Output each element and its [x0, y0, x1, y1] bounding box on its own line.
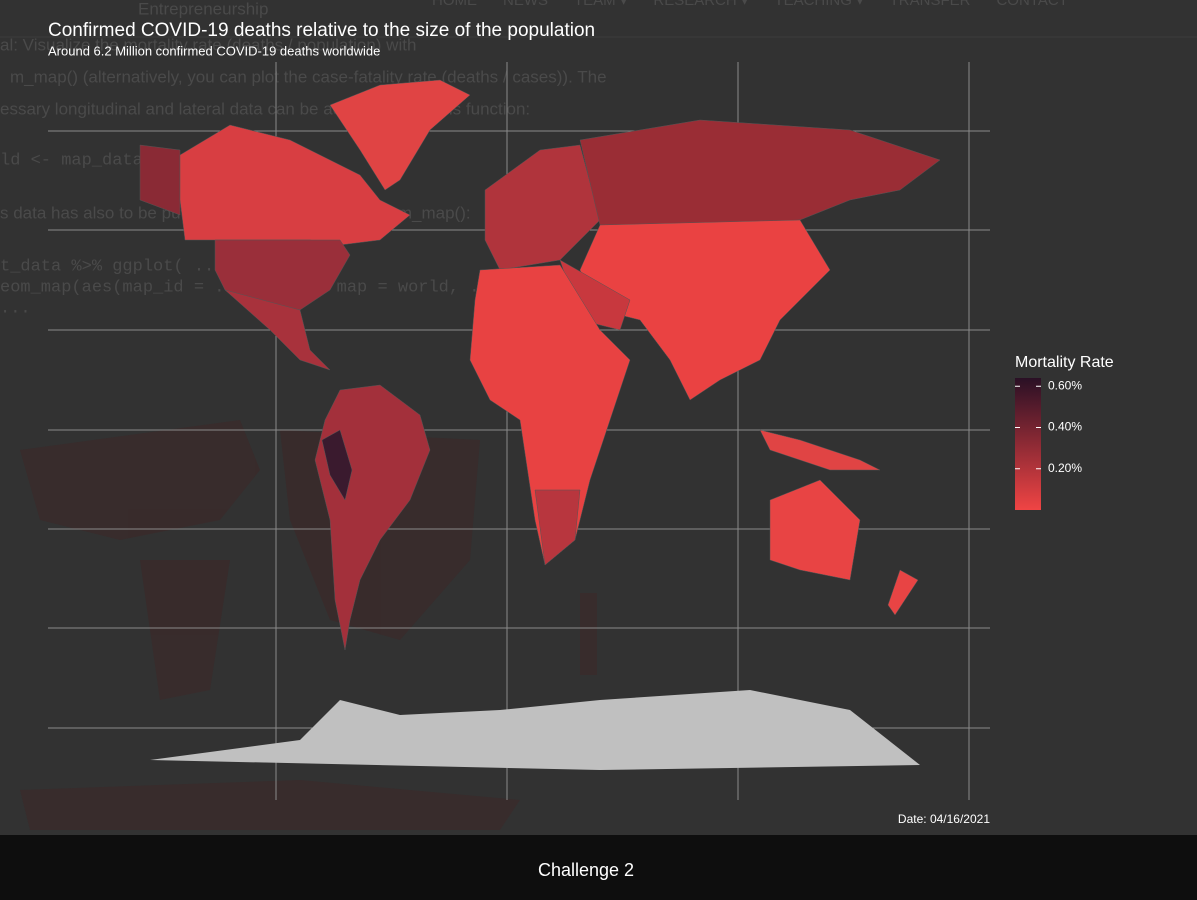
nav-item: TEAM ▾	[574, 0, 628, 9]
body-text: al: Visualize the mortality rate (deaths…	[0, 35, 416, 54]
colorbar-tick-label: 0.40%	[1048, 420, 1082, 434]
nav-item: TRANSFER	[890, 0, 971, 9]
colorbar-tick-label: 0.60%	[1048, 378, 1082, 392]
brand: Entrepreneurship	[138, 0, 268, 18]
antarctica	[150, 690, 920, 770]
nav-item: CONTACT	[996, 0, 1067, 9]
world-map	[139, 79, 941, 770]
colorbar	[1015, 378, 1041, 510]
lightbox-caption: Challenge 2	[538, 860, 634, 880]
caption-bar	[0, 835, 1197, 900]
nav-item: NEWS	[503, 0, 548, 9]
body-text: t_data %>% ggplot( ... ) +	[0, 257, 265, 276]
legend-title: Mortality Rate	[1015, 354, 1114, 371]
colorbar-tick-label: 0.20%	[1048, 461, 1082, 475]
chart-subtitle: Around 6.2 Million confirmed COVID-19 de…	[48, 43, 380, 58]
body-text: ...	[0, 299, 31, 318]
chart-caption: Date: 04/16/2021	[898, 812, 990, 826]
body-text: m_map() (alternatively, you can plot the…	[10, 67, 607, 86]
nav-item: TEACHING ▾	[774, 0, 864, 9]
chart-title: Confirmed COVID-19 deaths relative to th…	[48, 20, 595, 41]
nav-item: HOME	[432, 0, 477, 9]
nav-item: RESEARCH ▾	[653, 0, 749, 9]
